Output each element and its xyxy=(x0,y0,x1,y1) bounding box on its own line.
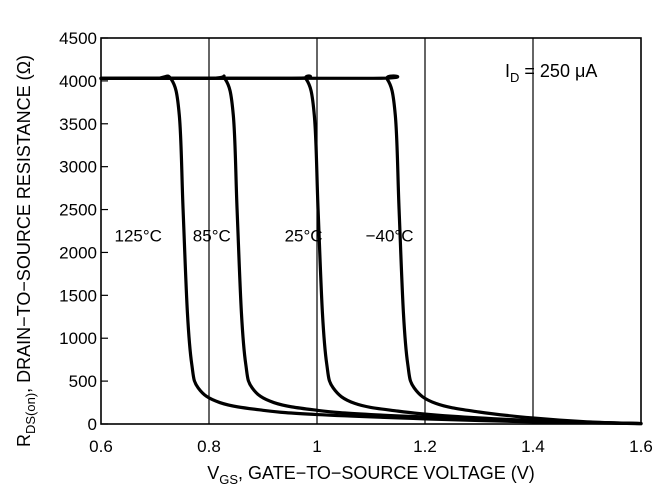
y-tick-label: 1500 xyxy=(59,286,97,305)
x-tick-label: 1.4 xyxy=(521,437,545,456)
x-tick-label: 1.6 xyxy=(629,437,653,456)
current-annotation: ID = 250 μA xyxy=(505,61,597,85)
y-tick-label: 1000 xyxy=(59,329,97,348)
y-tick-label: 4500 xyxy=(59,29,97,48)
y-tick-label: 500 xyxy=(69,372,97,391)
series-label-3: −40°C xyxy=(366,226,414,245)
y-tick-label: 3500 xyxy=(59,115,97,134)
tick-layer: 0.6 0.8 1 1.2 1.4 1.6 0 500 1000 1500 2000 2500 3000… xyxy=(59,29,653,456)
y-axis-title: RDS(on), DRAIN−TO−SOURCE RESISTANCE (Ω) xyxy=(14,55,38,447)
y-tick-label: 3000 xyxy=(59,158,97,177)
series-curve-1 xyxy=(99,74,643,426)
y-tick-label: 2500 xyxy=(59,201,97,220)
series-curve-2 xyxy=(99,74,643,426)
curve-layer xyxy=(99,74,643,426)
grid-layer xyxy=(208,38,534,424)
y-tick-label: 0 xyxy=(88,415,97,434)
x-axis-title: VGS, GATE−TO−SOURCE VOLTAGE (V) xyxy=(207,463,535,487)
plot-frame xyxy=(100,37,642,425)
series-curve-0 xyxy=(99,74,643,426)
series-label-0: 125°C xyxy=(115,226,162,245)
y-tick-label: 4000 xyxy=(59,72,97,91)
y-tick-label: 2000 xyxy=(59,243,97,262)
series-label-1: 85°C xyxy=(193,226,231,245)
x-tick-label: 1.2 xyxy=(413,437,437,456)
x-tick-label: 1 xyxy=(312,437,321,456)
x-tick-label: 0.8 xyxy=(197,437,221,456)
x-tick-label: 0.6 xyxy=(89,437,113,456)
series-label-2: 25°C xyxy=(285,226,323,245)
series-curve-3 xyxy=(99,74,643,426)
label-layer: 125°C 85°C 25°C −40°C xyxy=(115,226,414,245)
